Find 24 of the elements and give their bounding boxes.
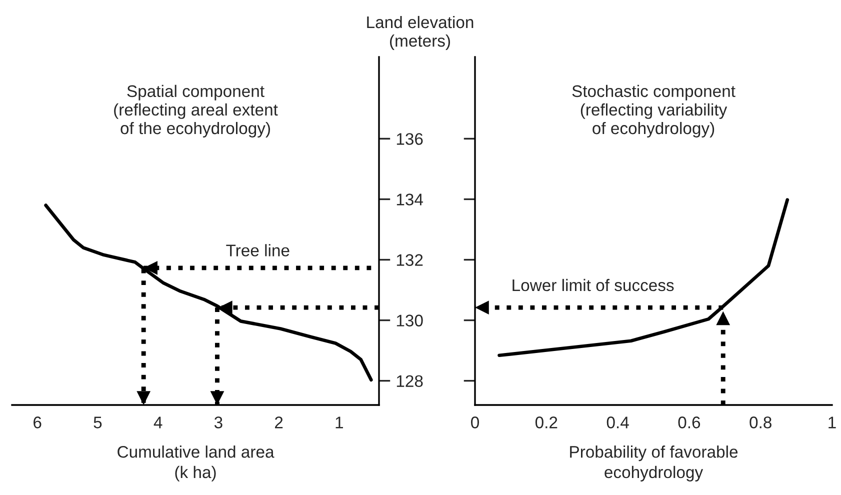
- x-axis-title: Cumulative land area (k ha): [118, 446, 274, 482]
- y-tick-label: 132: [396, 254, 423, 266]
- x-tick-label: 0.4: [606, 416, 629, 428]
- x-tick-label: 0.8: [750, 416, 772, 428]
- x-tick-label: 4: [154, 416, 162, 428]
- x-tick-label: 3: [214, 416, 222, 428]
- x-tick-label: 1: [828, 416, 836, 428]
- y-tick-label: 134: [396, 194, 423, 206]
- annotation: Tree line: [226, 244, 290, 256]
- y-tick-label: 128: [396, 375, 423, 387]
- x-axis-title: Probability of favorable ecohydrology: [570, 446, 738, 482]
- y-axis-title: Land elevation (meters): [367, 16, 474, 50]
- y-tick-label: 130: [396, 314, 423, 326]
- x-tick-label: 0: [471, 416, 479, 428]
- x-tick-label: 2: [275, 416, 283, 428]
- x-tick-label: 5: [94, 416, 102, 428]
- x-tick-label: 0.2: [535, 416, 558, 428]
- x-tick-label: 6: [34, 416, 42, 428]
- text: Stochastic component (reflecting variability of ecohydrology): [572, 84, 736, 138]
- text: Spatial component (reflecting areal extent of the ecohydrology): [114, 84, 278, 138]
- y-tick-label: 136: [396, 133, 423, 145]
- x-tick-label: 1: [336, 416, 343, 428]
- annotation: Lower limit of success: [512, 278, 674, 292]
- x-tick-label: 0.6: [678, 416, 700, 428]
